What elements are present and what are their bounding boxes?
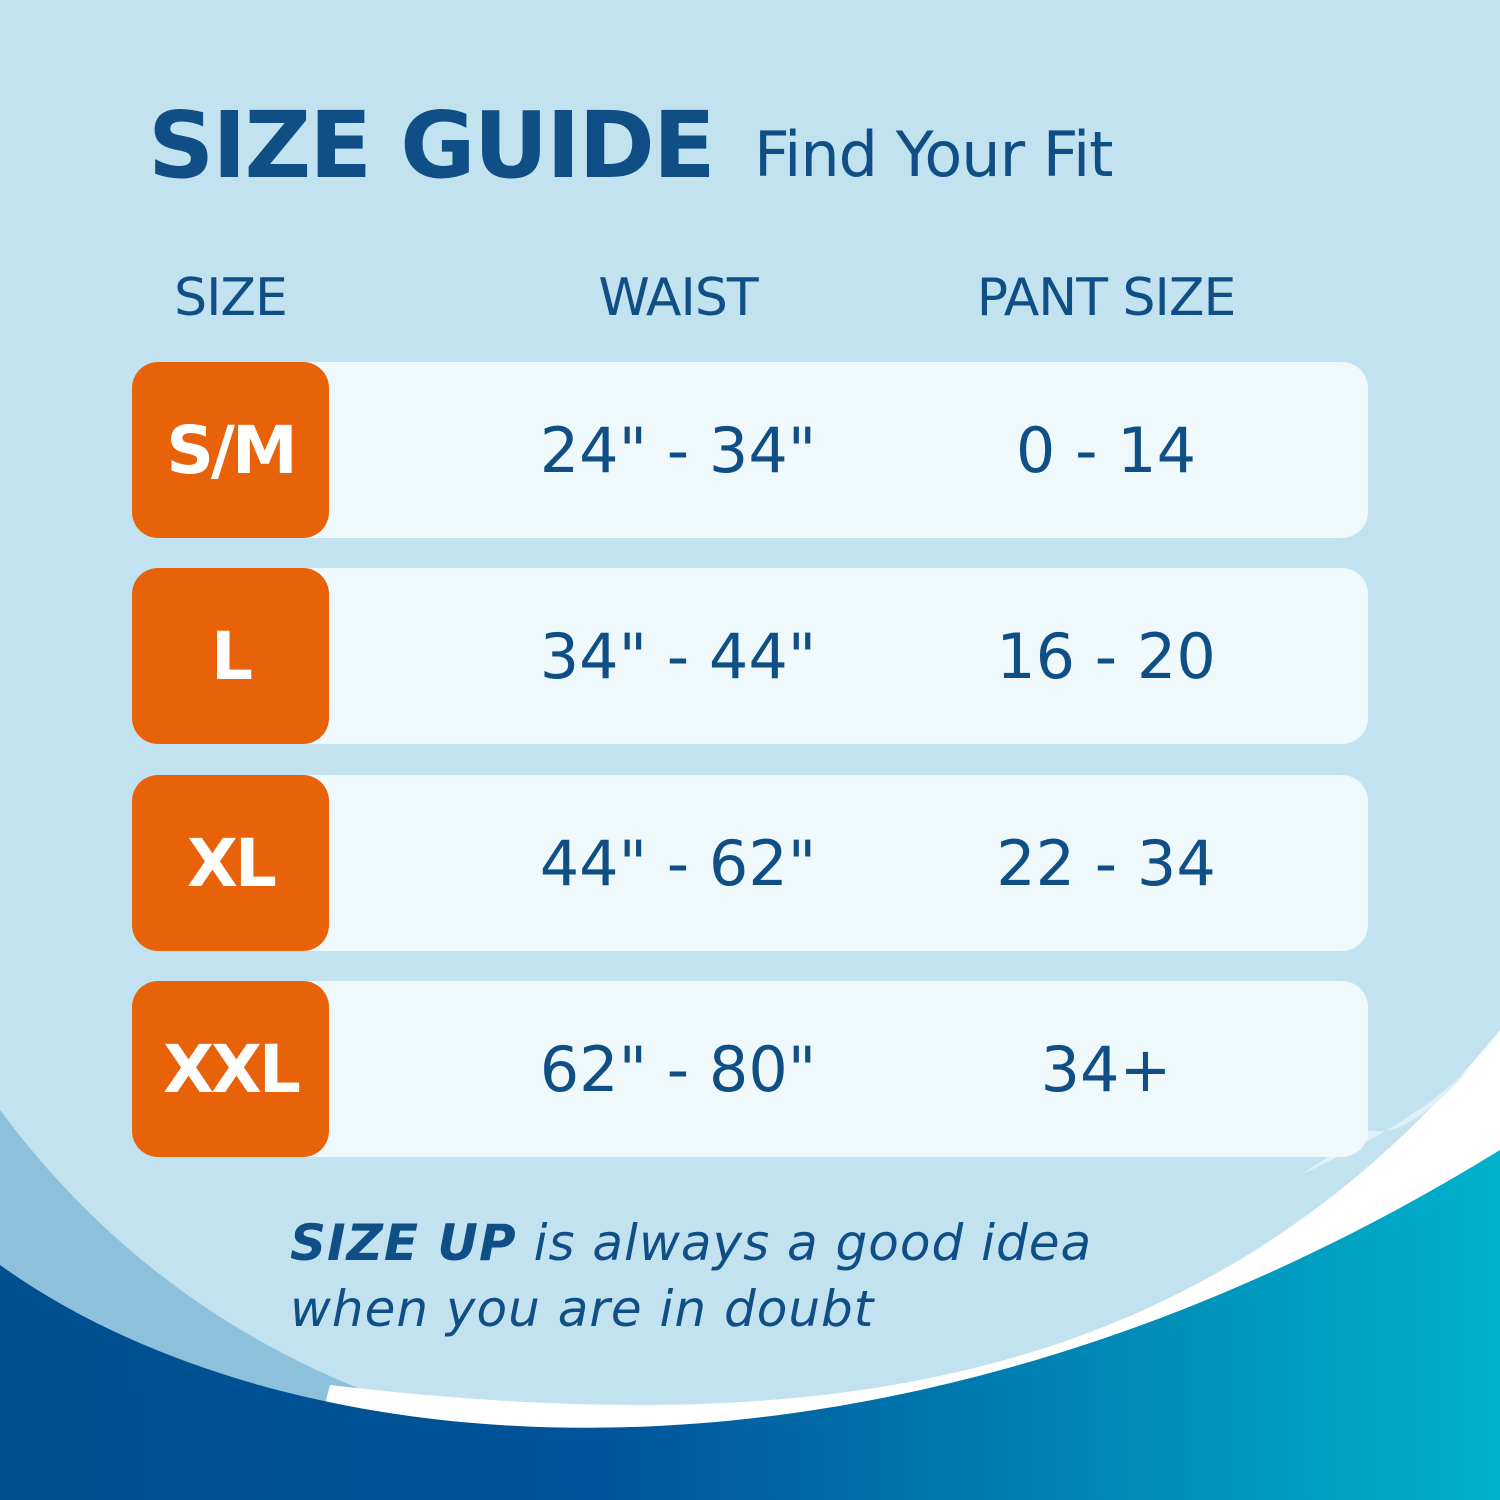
page-subtitle: Find Your Fit	[754, 118, 1113, 191]
pant-size-value: 0 - 14	[1015, 413, 1197, 487]
page-title: SIZE GUIDE	[148, 92, 716, 199]
waist-value: 62" - 80"	[539, 1032, 817, 1106]
size-up-note: SIZE UP is always a good idea when you a…	[290, 1210, 1092, 1342]
pant-size-value: 34+	[1040, 1032, 1172, 1106]
column-header-size: SIZE	[174, 268, 288, 328]
waist-value: 34" - 44"	[539, 619, 817, 693]
size-badge: XL	[132, 775, 329, 951]
table-row: XL 44" - 62" 22 - 34	[132, 775, 1368, 951]
column-header-pant-size: PANT SIZE	[976, 268, 1237, 328]
size-badge: L	[132, 568, 329, 744]
pant-size-value: 16 - 20	[996, 619, 1216, 693]
table-row: S/M 24" - 34" 0 - 14	[132, 362, 1368, 538]
note-emphasis: SIZE UP	[290, 1214, 517, 1272]
table-row: L 34" - 44" 16 - 20	[132, 568, 1368, 744]
pant-size-value: 22 - 34	[996, 826, 1216, 900]
waist-value: 44" - 62"	[539, 826, 817, 900]
note-line1: is always a good idea	[516, 1214, 1093, 1272]
wave-gradient	[0, 1150, 1500, 1500]
size-badge: XXL	[132, 981, 329, 1157]
column-header-waist: WAIST	[598, 268, 758, 328]
note-line2: when you are in doubt	[290, 1280, 875, 1338]
size-badge: S/M	[132, 362, 329, 538]
table-row: XXL 62" - 80" 34+	[132, 981, 1368, 1157]
waist-value: 24" - 34"	[539, 413, 817, 487]
